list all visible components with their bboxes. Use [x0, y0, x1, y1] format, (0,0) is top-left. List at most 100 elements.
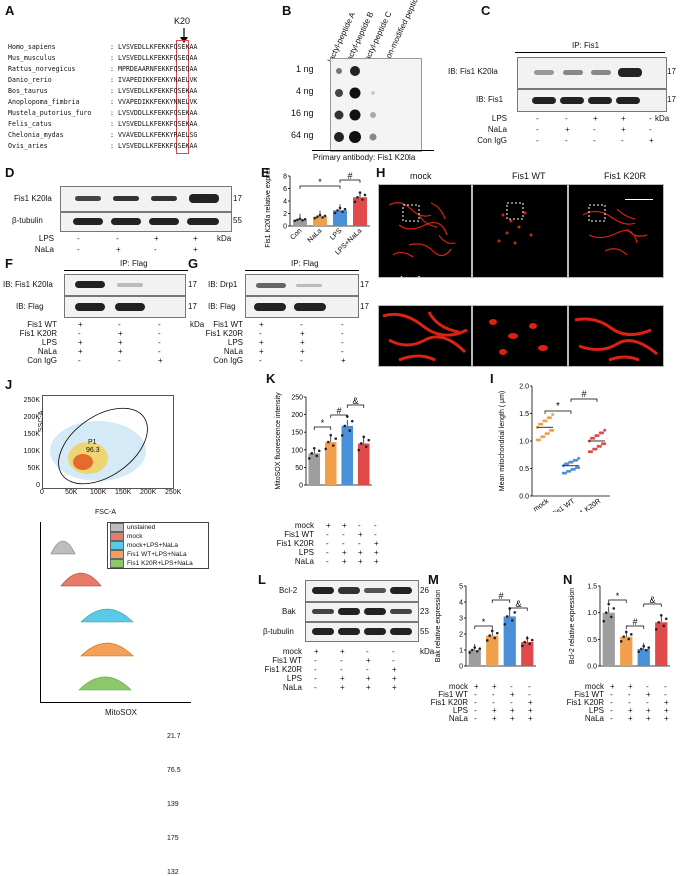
data-point [503, 623, 507, 626]
row-label: NaLa [282, 683, 302, 692]
primary-antibody-label: Primary antibody: Fis1 K20la [313, 153, 416, 162]
flow-xtick: 100K [90, 489, 107, 496]
mw-d2: 55 [233, 216, 242, 225]
data-point [316, 215, 319, 218]
data-point [561, 471, 565, 475]
sequence: IVAPEDIKKFEKKYNAELVK [118, 76, 198, 84]
data-point [598, 444, 602, 448]
row-value: - [492, 690, 495, 699]
h-title-mock: mock [410, 171, 432, 181]
panel-letter-e: E [261, 165, 270, 180]
row-value: - [326, 539, 329, 548]
data-point [490, 629, 494, 633]
row-label: LPS [286, 674, 302, 683]
data-point [323, 214, 327, 218]
data-point [350, 419, 354, 423]
row-value: - [341, 329, 344, 338]
ib-label-l2: Bak [282, 607, 296, 616]
data-point [296, 218, 299, 222]
blot-l-bcl2 [305, 580, 419, 602]
y-tick-label: 1.0 [587, 610, 597, 617]
row-value: - [374, 530, 377, 539]
legend-entry: Fis1 WT+LPS+NaLa [108, 550, 208, 559]
dot-blot-membrane [330, 58, 422, 152]
row-value: - [621, 136, 624, 145]
data-point [540, 435, 544, 439]
data-point [572, 458, 576, 462]
sequence: MPRDEAARNFEKKFQSEQAA [118, 65, 198, 73]
data-point [551, 413, 555, 417]
row-value: + [358, 557, 363, 566]
histogram-panel: unstained mock mock+LPS+NaLa Fis1 WT+LPS+Na… [40, 522, 209, 876]
row-label: LPS [298, 548, 314, 557]
data-point [637, 650, 641, 653]
data-point [601, 442, 604, 446]
species-name: Rattus_norvegicus [8, 65, 76, 73]
data-point [619, 640, 623, 643]
bar [357, 443, 370, 485]
colon: : [110, 54, 114, 62]
data-point [598, 431, 602, 435]
mw-l1: 26 [420, 586, 429, 595]
data-point [343, 424, 347, 428]
species-name: Mus_musculus [8, 54, 56, 62]
row-value: + [118, 329, 123, 338]
amount-16ng: 16 ng [291, 108, 314, 118]
legend-swatch [110, 559, 124, 568]
row-label: Fis1 K20R [276, 539, 314, 548]
row-value: - [259, 356, 262, 365]
flow-xtick: 250K [165, 489, 182, 496]
significance-bracket [608, 599, 627, 603]
significance-bracket [474, 625, 493, 629]
data-point [312, 446, 316, 450]
data-point [577, 456, 581, 460]
significance-mark: # [632, 617, 637, 627]
row-value: + [342, 557, 347, 566]
row-value: + [118, 338, 123, 347]
row-value: + [510, 706, 515, 715]
species-name: Ovis_aries [8, 142, 48, 150]
legend-swatch [110, 550, 124, 559]
row-value: + [510, 690, 515, 699]
data-point [659, 613, 663, 617]
histogram-value: 175 [167, 835, 179, 842]
data-point [607, 602, 611, 606]
data-point [568, 460, 572, 464]
data-point [336, 209, 339, 212]
significance-bracket [299, 185, 341, 189]
ib-label-l3: β-tubulin [263, 627, 294, 636]
legend-entry: mock+LPS+NaLa [108, 541, 208, 550]
row-value: + [610, 682, 615, 691]
row-value: + [116, 245, 121, 254]
bar [655, 622, 668, 666]
row-label: LPS [41, 338, 57, 347]
row-label: Fis1 K20R [430, 698, 468, 707]
mw-f1: 17 [188, 280, 197, 289]
row-value: + [342, 521, 347, 530]
micrograph-mock [378, 184, 472, 278]
row-value: - [326, 530, 329, 539]
row-value: + [510, 714, 515, 723]
row-label: NaLa [223, 347, 243, 356]
blot-d-fis1-k20la [60, 186, 232, 212]
dot-blot-dots [334, 66, 377, 143]
y-tick-label: 3 [459, 616, 463, 623]
data-point [364, 445, 368, 449]
panel-letter-m: M [428, 572, 439, 587]
panel-letter-a: A [5, 3, 15, 18]
data-point [329, 433, 333, 437]
data-point [493, 636, 497, 640]
significance-bracket [330, 414, 348, 418]
row-value: + [259, 320, 264, 329]
row-value: + [300, 329, 305, 338]
bar [602, 612, 615, 666]
row-value: - [474, 698, 477, 707]
y-axis-label: Bcl-2 relative expression [569, 588, 576, 664]
row-value: + [259, 347, 264, 356]
panel-letter-h: H [376, 165, 386, 180]
data-point [544, 419, 548, 423]
data-point [587, 450, 591, 454]
row-value: - [628, 698, 631, 707]
significance-bracket [643, 603, 662, 607]
species-name: Danio_rerio [8, 76, 52, 84]
